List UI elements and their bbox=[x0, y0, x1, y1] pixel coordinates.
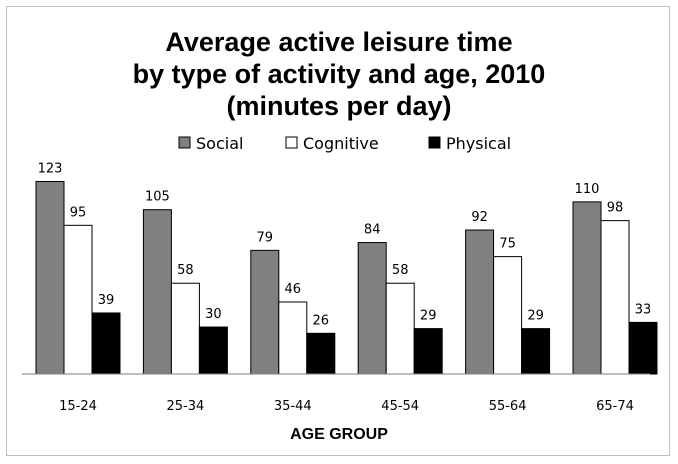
data-label-cognitive-35-44: 46 bbox=[285, 282, 302, 297]
x-tick-label-45-54: 45-54 bbox=[381, 399, 419, 414]
data-labels-group: 123 95 39 105 58 30 79 46 26 84 58 29 92 75 29 110 98 33 bbox=[38, 162, 652, 329]
chart-title-line-3: (minutes per day) bbox=[226, 91, 451, 121]
data-label-social-15-24: 123 bbox=[38, 162, 63, 177]
data-label-cognitive-55-64: 75 bbox=[499, 237, 516, 252]
bar-social-55-64 bbox=[465, 229, 495, 375]
data-label-social-45-54: 84 bbox=[364, 223, 381, 238]
bar-cognitive-25-34 bbox=[170, 282, 200, 375]
data-label-physical-55-64: 29 bbox=[527, 309, 544, 324]
x-tick-labels: 15-24 25-34 35-44 45-54 55-64 65-74 bbox=[59, 399, 634, 414]
x-tick-label-35-44: 35-44 bbox=[274, 399, 312, 414]
data-label-social-65-74: 110 bbox=[575, 182, 600, 197]
bar-physical-25-34 bbox=[198, 326, 228, 375]
bar-cognitive-35-44 bbox=[278, 301, 308, 375]
bars-group bbox=[35, 181, 658, 375]
bar-social-15-24 bbox=[35, 181, 65, 375]
bar-cognitive-45-54 bbox=[385, 282, 415, 375]
bar-cognitive-55-64 bbox=[493, 256, 523, 375]
chart-frame bbox=[6, 6, 670, 456]
bar-physical-15-24 bbox=[91, 312, 121, 375]
x-axis-label: AGE GROUP bbox=[290, 426, 388, 443]
data-label-social-55-64: 92 bbox=[471, 210, 488, 225]
bar-physical-65-74 bbox=[628, 321, 658, 375]
bar-physical-45-54 bbox=[413, 328, 443, 375]
data-label-cognitive-25-34: 58 bbox=[177, 263, 194, 278]
x-tick-label-25-34: 25-34 bbox=[167, 399, 205, 414]
bar-physical-55-64 bbox=[521, 328, 551, 375]
data-label-cognitive-45-54: 58 bbox=[392, 263, 409, 278]
data-label-social-25-34: 105 bbox=[145, 190, 170, 205]
x-tick-label-65-74: 65-74 bbox=[596, 399, 634, 414]
legend-swatch-physical bbox=[428, 136, 441, 149]
bar-cognitive-65-74 bbox=[600, 220, 630, 375]
data-label-cognitive-15-24: 95 bbox=[70, 205, 87, 220]
data-label-physical-15-24: 39 bbox=[98, 293, 115, 308]
chart-title-line-2: by type of activity and age, 2010 bbox=[133, 59, 546, 89]
legend-swatch-cognitive bbox=[285, 136, 298, 149]
legend-label-physical: Physical bbox=[446, 134, 511, 153]
x-tick-label-55-64: 55-64 bbox=[489, 399, 527, 414]
data-label-physical-65-74: 33 bbox=[635, 302, 652, 317]
bar-social-35-44 bbox=[250, 249, 280, 375]
bar-social-65-74 bbox=[572, 201, 602, 375]
x-tick-label-15-24: 15-24 bbox=[59, 399, 97, 414]
legend: Social Cognitive Physical bbox=[178, 134, 511, 153]
data-label-physical-35-44: 26 bbox=[313, 313, 330, 328]
legend-label-social: Social bbox=[196, 134, 243, 153]
legend-label-cognitive: Cognitive bbox=[303, 134, 379, 153]
data-label-physical-45-54: 29 bbox=[420, 309, 437, 324]
bar-social-25-34 bbox=[142, 209, 172, 375]
chart-title-line-1: Average active leisure time bbox=[165, 27, 512, 57]
legend-swatch-social bbox=[178, 136, 191, 149]
data-label-social-35-44: 79 bbox=[257, 230, 274, 245]
data-label-cognitive-65-74: 98 bbox=[607, 201, 624, 216]
data-label-physical-25-34: 30 bbox=[205, 307, 222, 322]
bar-cognitive-15-24 bbox=[63, 224, 93, 375]
bar-physical-35-44 bbox=[306, 332, 336, 375]
bar-social-45-54 bbox=[357, 242, 387, 375]
